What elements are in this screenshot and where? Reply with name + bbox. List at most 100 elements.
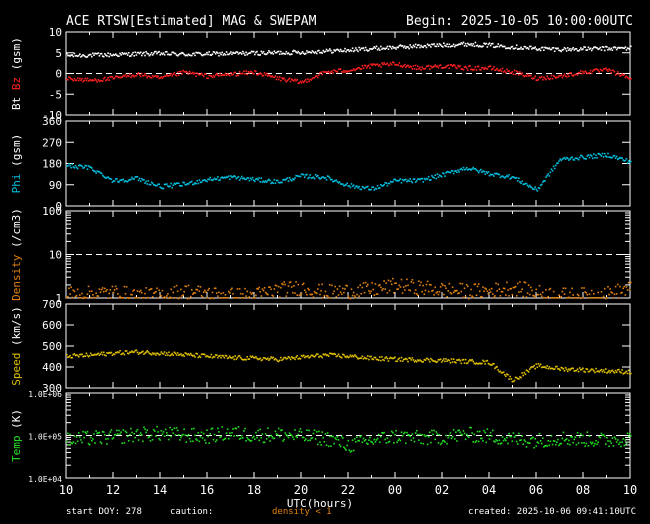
data-point (565, 50, 568, 52)
data-point (344, 288, 346, 290)
data-point (275, 433, 278, 435)
data-point (411, 181, 414, 184)
data-point (360, 357, 363, 359)
data-point (466, 169, 469, 171)
data-point (378, 441, 381, 443)
data-point (586, 293, 589, 296)
data-point (538, 76, 541, 79)
data-point (588, 293, 591, 296)
data-point (163, 75, 166, 78)
data-point (430, 46, 432, 48)
data-point (274, 75, 277, 77)
data-point (608, 369, 610, 372)
data-point (143, 178, 145, 181)
data-point (537, 78, 540, 81)
data-point (536, 293, 539, 296)
data-point (425, 434, 428, 437)
data-point (406, 278, 408, 281)
data-point (190, 289, 193, 291)
data-point (373, 46, 376, 48)
data-point (586, 368, 589, 371)
data-point (537, 442, 540, 444)
data-point (446, 43, 448, 45)
data-point (487, 362, 490, 365)
data-point (137, 439, 140, 441)
data-point (97, 352, 100, 355)
data-point (127, 75, 130, 78)
data-point (616, 158, 619, 161)
data-point (148, 75, 151, 78)
data-point (618, 368, 620, 371)
data-point (342, 50, 344, 53)
data-point (334, 437, 337, 439)
data-point (301, 355, 304, 358)
data-point (157, 297, 159, 299)
data-point (434, 45, 436, 48)
data-point (372, 443, 375, 445)
data-point (580, 154, 582, 157)
data-point (126, 352, 129, 355)
data-point (440, 67, 443, 69)
data-point (616, 369, 619, 371)
data-point (271, 435, 273, 438)
data-point (570, 297, 572, 299)
data-point (496, 365, 498, 368)
data-point (474, 66, 477, 68)
data-point (112, 353, 115, 355)
data-point (215, 178, 218, 180)
data-point (498, 173, 501, 176)
data-point (483, 360, 485, 363)
data-point (163, 53, 166, 56)
data-point (324, 433, 327, 435)
data-point (256, 357, 258, 360)
data-point (620, 371, 622, 374)
data-point (363, 187, 366, 190)
data-point (127, 179, 130, 181)
data-point (368, 49, 370, 52)
data-point (422, 46, 425, 49)
data-point (377, 433, 380, 436)
data-point (380, 183, 382, 186)
data-point (403, 289, 406, 291)
data-point (318, 177, 320, 179)
data-point (516, 71, 519, 73)
data-point (355, 355, 357, 358)
data-point (377, 65, 380, 67)
data-point (213, 356, 216, 358)
data-point (522, 374, 525, 377)
data-point (173, 182, 176, 185)
data-point (376, 437, 379, 440)
data-point (158, 437, 160, 440)
data-point (130, 76, 132, 79)
data-point (539, 76, 542, 79)
data-point (288, 281, 291, 284)
data-point (550, 168, 553, 171)
data-point (332, 51, 334, 54)
data-point (298, 175, 301, 178)
data-point (227, 53, 230, 56)
data-point (471, 432, 473, 434)
data-point (311, 437, 314, 439)
data-point (528, 74, 531, 77)
data-point (383, 47, 385, 50)
data-point (85, 432, 88, 435)
data-point (87, 442, 90, 445)
data-point (223, 297, 226, 299)
data-point (384, 438, 387, 441)
data-point (67, 295, 69, 298)
data-point (464, 42, 467, 45)
data-point (362, 47, 365, 49)
data-point (169, 54, 171, 56)
data-point (474, 168, 477, 170)
data-point (423, 358, 426, 361)
data-point (524, 281, 527, 284)
data-point (590, 72, 593, 75)
data-point (121, 297, 124, 299)
data-point (294, 50, 296, 52)
data-point (394, 282, 396, 285)
data-point (401, 292, 404, 294)
data-point (591, 297, 594, 299)
data-point (350, 355, 353, 358)
data-point (508, 173, 510, 176)
data-point (588, 435, 591, 437)
